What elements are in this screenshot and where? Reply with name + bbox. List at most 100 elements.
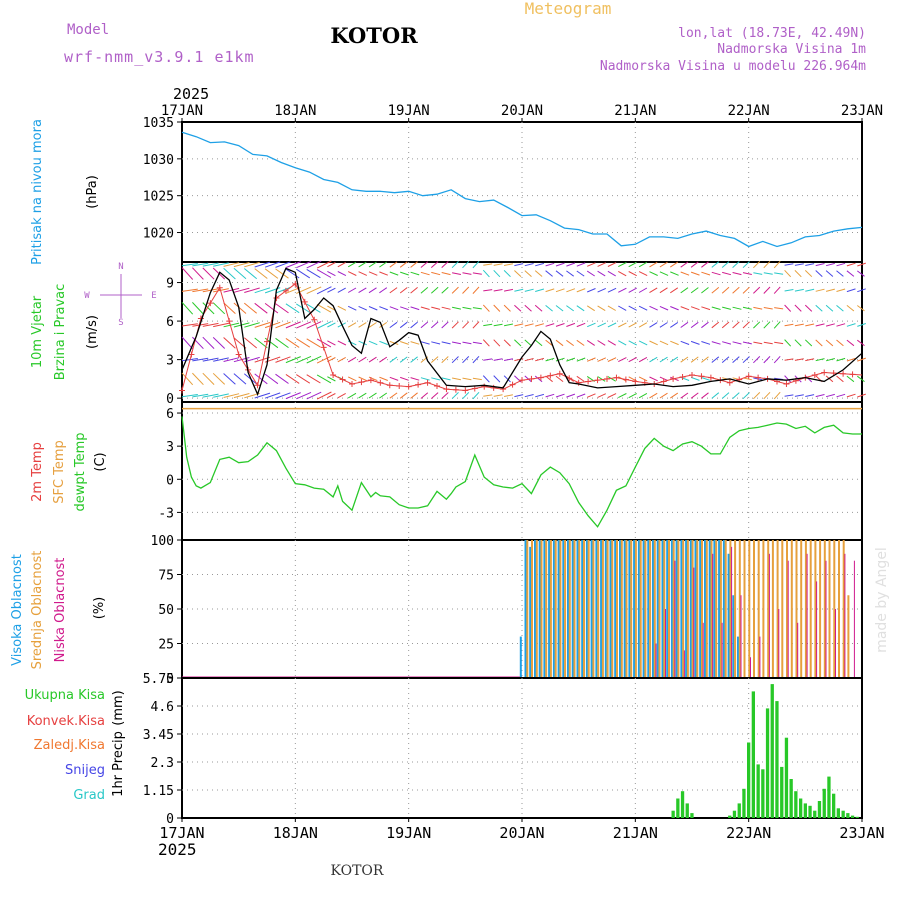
- wind-barb: [628, 305, 637, 311]
- wind-barb: [732, 286, 740, 294]
- wind-barb: [327, 376, 336, 382]
- wind-barb: [420, 341, 430, 345]
- wind-barb: [254, 392, 271, 399]
- wind-barb: [670, 321, 679, 328]
- wind-barb: [794, 288, 804, 292]
- wind-barb: [410, 341, 420, 345]
- cloud-ylabel-high: Visoka Oblacnost: [10, 554, 25, 666]
- wind-barb: [420, 377, 430, 381]
- wind-barb: [337, 356, 346, 363]
- wind-barb: [285, 356, 301, 364]
- y-tick-label: 3.45: [143, 728, 174, 743]
- wind-barb: [607, 393, 617, 398]
- wind-barb: [264, 392, 281, 399]
- legend-snow: Snijeg: [65, 763, 105, 778]
- wind-barb: [742, 321, 750, 329]
- wind-barb: [503, 394, 514, 397]
- wind-barb: [555, 375, 564, 382]
- wind-barb: [379, 356, 388, 363]
- precip-ylabel: 1hr Precip: [111, 731, 126, 797]
- wind-barb: [545, 323, 555, 327]
- y-tick-label: 1030: [143, 153, 174, 168]
- wind-barb: [503, 263, 514, 266]
- wind-barb: [358, 392, 367, 399]
- y-tick-label: 3: [166, 440, 174, 455]
- wind-barb: [212, 302, 226, 315]
- wind-barb: [732, 392, 740, 399]
- year-top: 2025: [173, 85, 209, 103]
- wind-barb: [680, 271, 690, 276]
- wind-barb: [701, 306, 711, 311]
- wind-barb: [794, 263, 804, 266]
- precip-bar: [841, 810, 845, 818]
- wind-barb: [535, 393, 545, 398]
- precip-bar: [813, 810, 817, 818]
- wind-barb: [192, 267, 204, 280]
- wind-barb: [254, 322, 271, 328]
- wind-barb: [254, 337, 268, 349]
- wind-barb: [784, 394, 794, 397]
- wind-barb: [815, 263, 825, 267]
- wind-barb: [805, 323, 815, 327]
- wind-barb: [576, 288, 586, 293]
- precip-bar: [803, 803, 807, 818]
- wind-barb: [545, 270, 553, 277]
- wind-barb: [472, 286, 480, 294]
- wind-barb: [410, 377, 420, 381]
- wind-barb: [482, 375, 490, 383]
- wind-barb: [784, 375, 792, 383]
- wind-barb: [555, 393, 565, 398]
- precip-bar: [732, 810, 737, 818]
- wind-barb: [587, 322, 596, 328]
- wind-barb: [825, 339, 834, 347]
- wind-barb: [742, 272, 752, 275]
- wind-barb: [763, 286, 771, 294]
- wind-barb: [534, 304, 543, 312]
- wind-barb: [659, 356, 668, 363]
- wind-barb: [275, 392, 291, 399]
- wind-barb: [732, 341, 742, 345]
- legend-conv-rain: Konvek.Kisa: [27, 714, 105, 729]
- wind-barb: [389, 287, 398, 294]
- wind-barb: [514, 339, 522, 347]
- wind-barb: [285, 392, 301, 400]
- wind-barb: [368, 376, 378, 382]
- y-tick-label: 4.6: [151, 700, 174, 715]
- wind-barb: [275, 373, 289, 384]
- wind-barb: [815, 270, 823, 277]
- wind-barb: [670, 261, 679, 268]
- wind-barb: [327, 340, 336, 346]
- wind-barb: [576, 322, 586, 328]
- wind-barb: [441, 341, 451, 345]
- wind-barb: [586, 339, 595, 346]
- wind-barb: [711, 261, 720, 268]
- wind-barb: [836, 323, 846, 327]
- wind-barb: [358, 261, 367, 268]
- wind-barb: [742, 341, 752, 345]
- wind-barb: [815, 304, 823, 312]
- wind-barb: [316, 374, 332, 384]
- wind-barb: [670, 340, 679, 346]
- wind-barb: [202, 336, 215, 349]
- wind-barb: [763, 321, 771, 329]
- wind-barb: [441, 392, 449, 399]
- y-tick-label: 75: [158, 569, 174, 584]
- wind-barb: [379, 287, 388, 294]
- wind-barb: [493, 269, 501, 278]
- wind-barb: [784, 263, 794, 266]
- wind-barb: [181, 394, 198, 398]
- wind-barb: [794, 304, 802, 312]
- wind-barb: [503, 339, 511, 347]
- wind-barb: [638, 340, 648, 346]
- coords-text: lon,lat (18.73E, 42.49N): [678, 26, 866, 41]
- wind-barb: [597, 262, 607, 267]
- wind-barb: [825, 393, 835, 398]
- wind-barb: [379, 261, 388, 268]
- wind-barb: [597, 340, 606, 346]
- wind-barb: [545, 393, 555, 398]
- wind-barb: [410, 321, 418, 329]
- wind-ylabel-1: 10m Vjetar: [30, 295, 45, 368]
- wind-barb: [233, 393, 250, 399]
- wind-barb: [430, 392, 439, 399]
- wind-barb: [607, 376, 616, 382]
